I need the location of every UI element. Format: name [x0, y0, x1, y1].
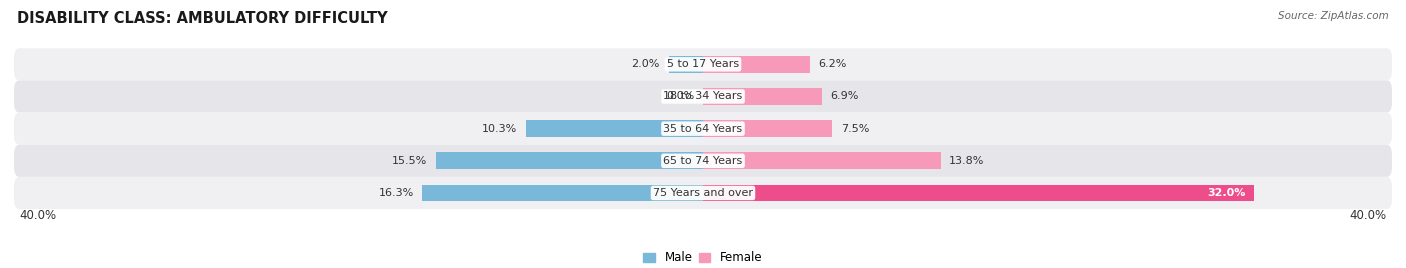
Bar: [703, 152, 941, 169]
Text: 75 Years and over: 75 Years and over: [652, 188, 754, 198]
Text: 7.5%: 7.5%: [841, 124, 869, 134]
Text: 15.5%: 15.5%: [392, 156, 427, 166]
FancyBboxPatch shape: [14, 177, 1392, 209]
Text: 5 to 17 Years: 5 to 17 Years: [666, 59, 740, 69]
Legend: Male, Female: Male, Female: [644, 251, 762, 264]
Text: 6.2%: 6.2%: [818, 59, 846, 69]
Text: 16.3%: 16.3%: [378, 188, 413, 198]
Text: 40.0%: 40.0%: [1350, 209, 1386, 222]
Text: DISABILITY CLASS: AMBULATORY DIFFICULTY: DISABILITY CLASS: AMBULATORY DIFFICULTY: [17, 11, 388, 26]
Text: 18 to 34 Years: 18 to 34 Years: [664, 91, 742, 102]
Bar: [703, 56, 810, 73]
FancyBboxPatch shape: [14, 113, 1392, 145]
FancyBboxPatch shape: [14, 48, 1392, 80]
Bar: [703, 185, 1254, 201]
FancyBboxPatch shape: [14, 145, 1392, 177]
Bar: [422, 185, 703, 201]
Bar: [436, 152, 703, 169]
Bar: [703, 120, 832, 137]
FancyBboxPatch shape: [14, 80, 1392, 113]
Bar: [703, 88, 823, 105]
Text: 13.8%: 13.8%: [949, 156, 984, 166]
Text: 32.0%: 32.0%: [1208, 188, 1246, 198]
Text: Source: ZipAtlas.com: Source: ZipAtlas.com: [1278, 11, 1389, 21]
Text: 2.0%: 2.0%: [631, 59, 659, 69]
Text: 0.0%: 0.0%: [666, 91, 695, 102]
Bar: [669, 56, 703, 73]
Text: 35 to 64 Years: 35 to 64 Years: [664, 124, 742, 134]
Text: 65 to 74 Years: 65 to 74 Years: [664, 156, 742, 166]
Bar: [526, 120, 703, 137]
Text: 10.3%: 10.3%: [482, 124, 517, 134]
Text: 40.0%: 40.0%: [20, 209, 56, 222]
Text: 6.9%: 6.9%: [831, 91, 859, 102]
